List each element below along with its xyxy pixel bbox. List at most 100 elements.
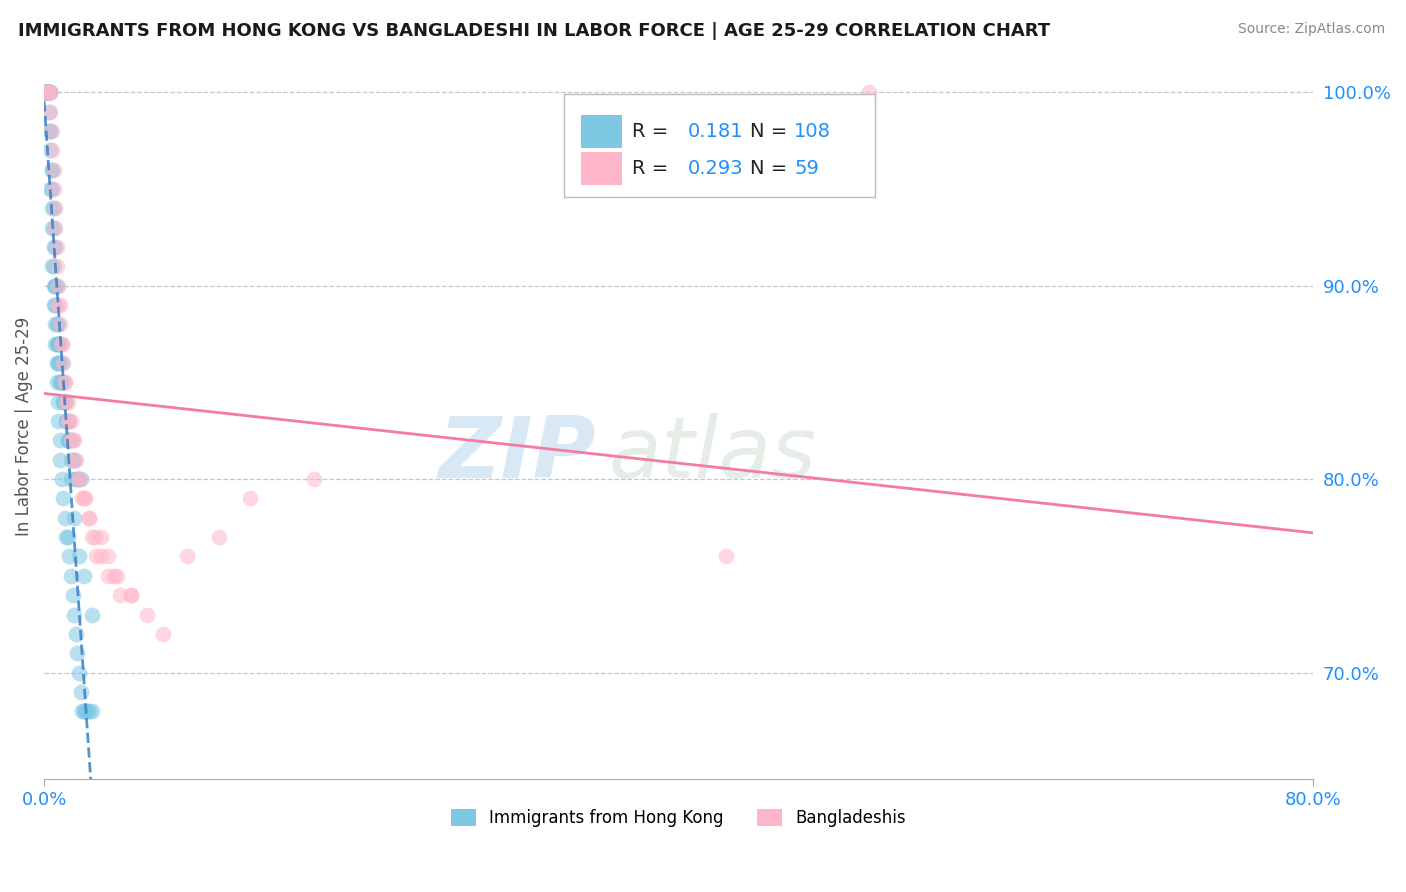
Point bbox=[48, 414, 70, 428]
Text: Source: ZipAtlas.com: Source: ZipAtlas.com bbox=[1237, 22, 1385, 37]
Point bbox=[51, 356, 73, 370]
Point bbox=[37, 85, 59, 99]
Point bbox=[77, 511, 100, 525]
Point bbox=[58, 414, 80, 428]
Point bbox=[38, 85, 60, 99]
Point bbox=[56, 434, 79, 448]
Text: N =: N = bbox=[749, 159, 787, 178]
Point bbox=[105, 569, 128, 583]
Point bbox=[77, 704, 100, 718]
Point bbox=[90, 530, 112, 544]
Point bbox=[53, 394, 76, 409]
Point bbox=[44, 298, 66, 312]
Point bbox=[49, 376, 72, 390]
Point bbox=[55, 414, 77, 428]
Point bbox=[73, 491, 96, 506]
Point bbox=[42, 202, 65, 216]
Legend: Immigrants from Hong Kong, Bangladeshis: Immigrants from Hong Kong, Bangladeshis bbox=[444, 803, 912, 834]
Point bbox=[42, 162, 65, 177]
Point bbox=[38, 85, 60, 99]
Point bbox=[67, 549, 90, 564]
Point bbox=[51, 336, 73, 351]
Text: R =: R = bbox=[631, 159, 675, 178]
Point bbox=[42, 220, 65, 235]
Point bbox=[41, 144, 63, 158]
Point bbox=[239, 491, 262, 506]
Point bbox=[62, 434, 84, 448]
Point bbox=[60, 414, 83, 428]
Point bbox=[69, 685, 91, 699]
Point bbox=[35, 85, 58, 99]
Point bbox=[67, 472, 90, 486]
Text: 59: 59 bbox=[794, 159, 820, 178]
Point bbox=[51, 472, 73, 486]
Point bbox=[48, 298, 70, 312]
Point bbox=[48, 356, 70, 370]
Point bbox=[45, 240, 67, 254]
Point bbox=[45, 356, 67, 370]
Text: R =: R = bbox=[631, 122, 675, 141]
Point bbox=[38, 85, 60, 99]
Point bbox=[41, 260, 63, 274]
Point bbox=[49, 376, 72, 390]
Point bbox=[55, 530, 77, 544]
Text: N =: N = bbox=[749, 122, 787, 141]
Y-axis label: In Labor Force | Age 25-29: In Labor Force | Age 25-29 bbox=[15, 317, 32, 535]
Point bbox=[38, 85, 60, 99]
Point bbox=[63, 452, 86, 467]
Point bbox=[65, 452, 87, 467]
Point bbox=[38, 85, 60, 99]
Point bbox=[53, 394, 76, 409]
Point bbox=[176, 549, 198, 564]
Point bbox=[56, 434, 79, 448]
Point bbox=[65, 627, 87, 641]
Point bbox=[716, 549, 738, 564]
Point bbox=[53, 376, 76, 390]
Point bbox=[39, 124, 62, 138]
Point bbox=[51, 336, 73, 351]
Point bbox=[37, 85, 59, 99]
Point bbox=[62, 452, 84, 467]
Point bbox=[73, 569, 96, 583]
Point bbox=[75, 491, 97, 506]
Point bbox=[56, 414, 79, 428]
Point bbox=[58, 549, 80, 564]
FancyBboxPatch shape bbox=[581, 152, 621, 185]
Point bbox=[39, 182, 62, 196]
Point bbox=[76, 704, 98, 718]
Point bbox=[38, 104, 60, 119]
Point bbox=[48, 356, 70, 370]
Point bbox=[41, 202, 63, 216]
Point bbox=[44, 318, 66, 332]
Point bbox=[35, 85, 58, 99]
Point bbox=[52, 356, 75, 370]
Point bbox=[67, 665, 90, 680]
Point bbox=[63, 434, 86, 448]
Point bbox=[48, 394, 70, 409]
Point bbox=[49, 318, 72, 332]
Point bbox=[302, 472, 325, 486]
Point bbox=[67, 472, 90, 486]
Point bbox=[45, 260, 67, 274]
Point bbox=[39, 144, 62, 158]
Point bbox=[67, 472, 90, 486]
Point bbox=[66, 646, 89, 660]
Point bbox=[136, 607, 159, 622]
Point bbox=[858, 85, 880, 99]
Point bbox=[49, 336, 72, 351]
Point bbox=[120, 588, 142, 602]
Point bbox=[41, 162, 63, 177]
Point bbox=[38, 85, 60, 99]
Point bbox=[56, 394, 79, 409]
FancyBboxPatch shape bbox=[581, 115, 621, 148]
Point bbox=[39, 104, 62, 119]
Point bbox=[53, 394, 76, 409]
Point bbox=[48, 318, 70, 332]
Point bbox=[70, 704, 93, 718]
Point bbox=[44, 240, 66, 254]
Point bbox=[39, 85, 62, 99]
Point bbox=[35, 85, 58, 99]
Point bbox=[45, 336, 67, 351]
Point bbox=[41, 182, 63, 196]
Point bbox=[45, 278, 67, 293]
